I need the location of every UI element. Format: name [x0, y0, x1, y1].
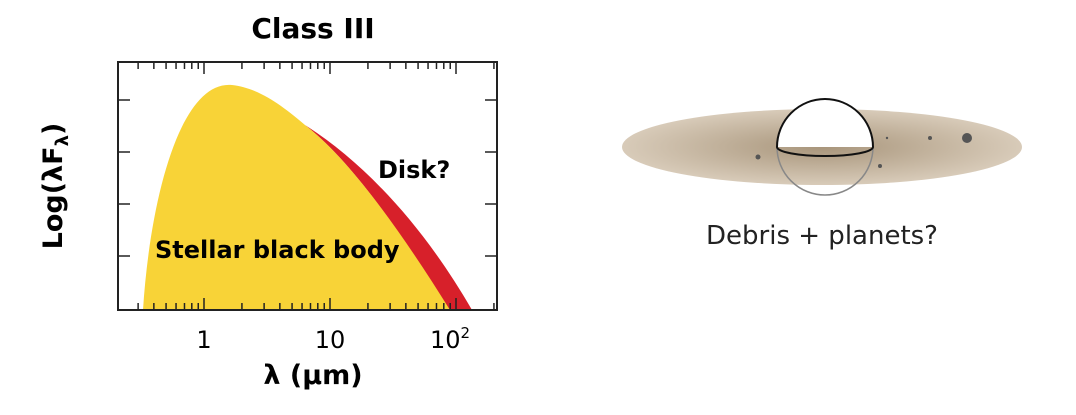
planet [962, 133, 972, 143]
annotation-stellar: Stellar black body [155, 236, 400, 264]
star-top [776, 98, 874, 148]
y-label-main: Log(λF [38, 146, 69, 249]
planet [755, 154, 761, 160]
x-axis-label: λ (μm) [263, 360, 362, 391]
y-label-end: ) [38, 123, 69, 135]
x-tick-label: 1 [196, 326, 211, 354]
plot-frame [117, 61, 498, 311]
planet [878, 164, 882, 168]
title: Class III [251, 12, 374, 45]
caption: Debris + planets? [706, 221, 938, 251]
y-axis-label: Log(λFλ) [38, 123, 73, 250]
stellar-curve [143, 84, 450, 310]
annotation-disk: Disk? [378, 156, 450, 184]
planet [928, 136, 932, 140]
star-equator [776, 146, 874, 157]
x-tick-base: 10 [430, 326, 461, 354]
x-tick-label: 102 [430, 324, 470, 354]
disk-excess [305, 125, 472, 310]
x-tick-sup: 2 [461, 324, 471, 342]
planet [885, 136, 889, 140]
x-tick-label: 10 [315, 326, 346, 354]
ticks [118, 62, 497, 310]
y-label-sub: λ [52, 135, 73, 146]
star-bottom [776, 146, 874, 196]
